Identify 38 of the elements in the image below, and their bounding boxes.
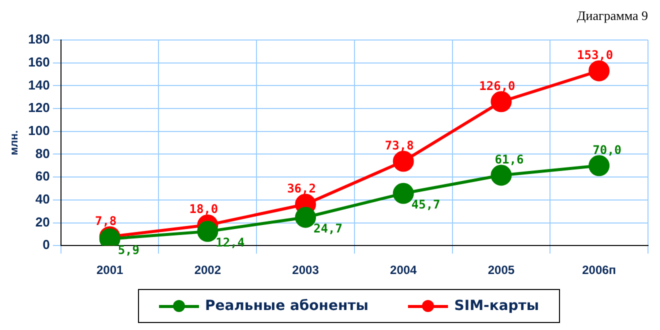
- y-tick-label: 160: [28, 54, 50, 70]
- data-label: 24,7: [314, 222, 342, 236]
- point: [490, 91, 512, 112]
- legend-label: Реальные абоненты: [204, 298, 368, 314]
- x-tick-label: 2001: [96, 263, 124, 278]
- legend-label: SIM-карты: [454, 298, 540, 314]
- data-label: 36,2: [287, 181, 316, 196]
- point: [588, 155, 610, 176]
- point: [490, 164, 512, 186]
- data-label: 7,8: [94, 214, 117, 228]
- y-tick-label: 80: [35, 146, 50, 161]
- data-label: 153,0: [577, 48, 614, 62]
- point: [588, 60, 610, 82]
- data-label: 45,7: [411, 198, 440, 212]
- x-tick-label: 2006п: [582, 263, 616, 278]
- y-axis-title: млн.: [8, 130, 21, 156]
- x-tick-label: 2003: [292, 263, 320, 278]
- y-tick-label: 180: [28, 32, 50, 47]
- y-tick-label: 20: [35, 214, 50, 230]
- y-tick-label: 120: [28, 100, 50, 116]
- data-label: 61,6: [494, 152, 524, 166]
- x-tick-label: 2002: [194, 263, 222, 278]
- data-label: 5,9: [118, 242, 140, 257]
- y-tick-label: 140: [28, 77, 50, 92]
- y-tick-label: 100: [28, 122, 50, 138]
- y-tick-label: 40: [35, 191, 50, 206]
- point: [197, 220, 218, 242]
- data-label: 73,8: [384, 138, 414, 152]
- data-label: 70,0: [592, 142, 622, 157]
- chart-title: Диаграмма 9: [576, 8, 648, 24]
- point: [392, 150, 414, 172]
- y-tick-label: 60: [35, 168, 50, 184]
- x-tick-label: 2005: [488, 263, 515, 278]
- y-tick-label: 0: [42, 237, 50, 252]
- x-tick-label: 2004: [390, 263, 418, 278]
- data-label: 18,0: [189, 202, 218, 216]
- data-label: 126,0: [479, 78, 516, 93]
- point: [392, 182, 414, 204]
